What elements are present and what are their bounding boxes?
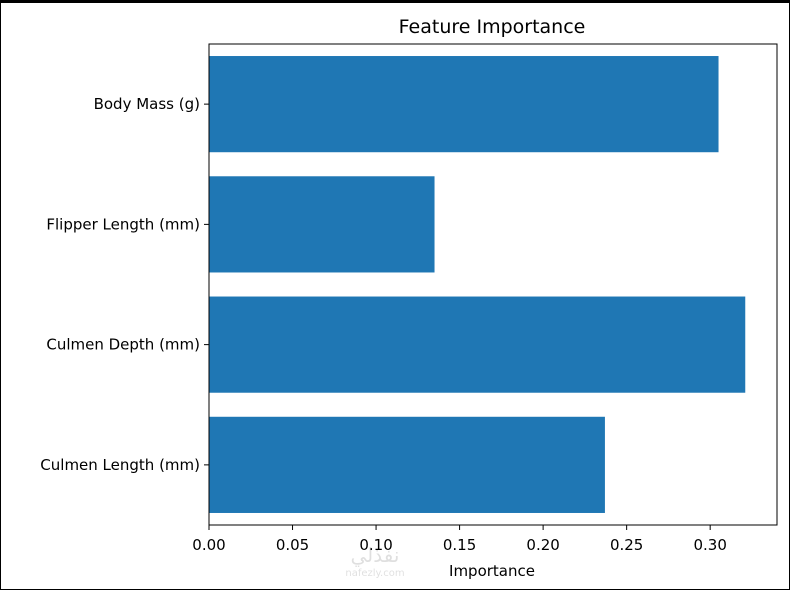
y-tick-label: Culmen Length (mm) [40, 456, 200, 474]
bar-body-mass-g [209, 56, 719, 153]
x-axis-label: Importance [449, 562, 535, 580]
x-tick-label: 0.00 [192, 536, 225, 554]
y-tick-label: Body Mass (g) [94, 95, 200, 113]
x-tick-label: 0.10 [359, 536, 392, 554]
top-border [0, 0, 790, 3]
x-tick-label: 0.30 [693, 536, 726, 554]
chart-title: Feature Importance [399, 16, 586, 38]
bar-flipper-length-mm [209, 176, 435, 273]
x-tick-labels: 0.00 0.05 0.10 0.15 0.20 0.25 0.30 [192, 525, 727, 554]
y-tick-label: Culmen Depth (mm) [46, 336, 200, 354]
bars-group [209, 56, 746, 513]
bar-culmen-length-mm [209, 416, 605, 513]
bar-culmen-depth-mm [209, 296, 746, 393]
x-tick-label: 0.25 [610, 536, 643, 554]
y-tick-labels: Culmen Length (mm) Culmen Depth (mm) Flipp… [40, 95, 209, 474]
x-tick-label: 0.05 [276, 536, 309, 554]
x-tick-label: 0.15 [443, 536, 476, 554]
watermark-logo-text: نفذلي [351, 543, 400, 568]
y-tick-label: Flipper Length (mm) [46, 215, 200, 233]
watermark: نفذلي nafezly.com [340, 540, 410, 580]
watermark-url-text: nafezly.com [345, 568, 404, 579]
x-tick-label: 0.20 [526, 536, 559, 554]
plot-area-frame [208, 43, 778, 526]
